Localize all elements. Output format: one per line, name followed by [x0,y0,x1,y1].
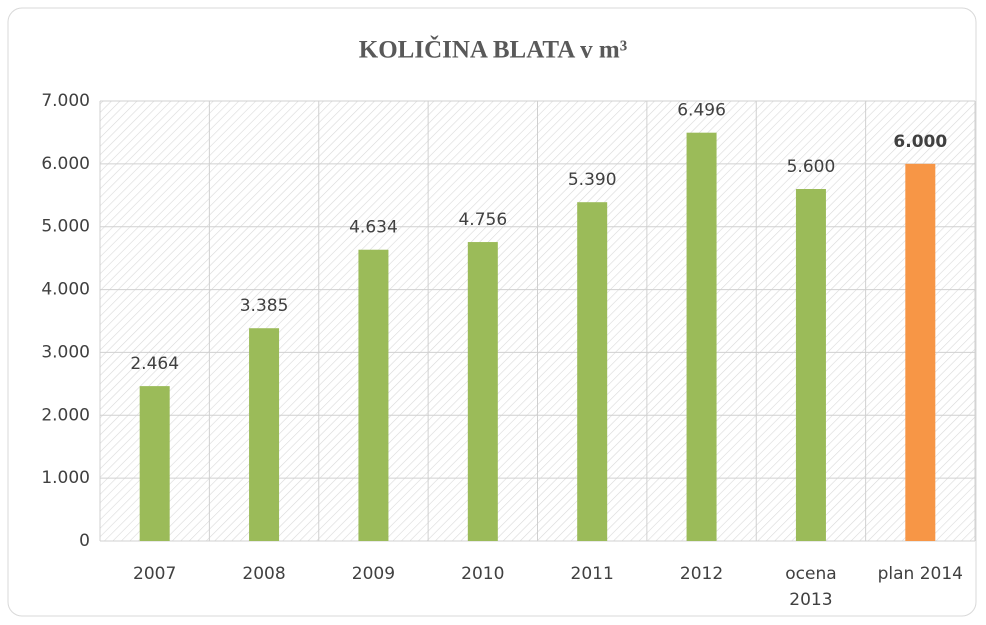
y-tick-label: 5.000 [41,217,90,237]
bar [686,132,717,541]
value-label: 3.385 [240,296,289,316]
x-tick-label: 2007 [133,564,177,584]
y-tick-label: 1.000 [41,468,90,488]
bar [139,386,170,541]
chart-title: KOLIČINA BLATA v m³ [359,35,627,64]
y-tick-label: 3.000 [41,342,90,362]
bar [358,249,389,541]
value-label: 5.390 [568,170,617,190]
y-tick-label: 2.000 [41,405,90,425]
bar [577,202,608,541]
value-label: 6.000 [893,132,947,152]
value-label: 4.756 [458,210,507,230]
x-tick-label: 2011 [570,564,614,584]
x-tick-label: 2008 [242,564,286,584]
bar [905,163,936,541]
bar [795,189,826,541]
y-tick-label: 0 [79,531,90,551]
x-tick-label: 2009 [351,564,396,584]
x-tick-label: 2012 [679,564,724,584]
value-label: 4.634 [349,218,398,238]
x-tick-label: 2010 [461,564,505,584]
y-tick-label: 7.000 [41,91,90,111]
bar [249,328,280,541]
value-label: 5.600 [787,157,836,177]
x-tick-label: ocena 2013 [785,564,837,610]
value-label: 2.464 [130,354,179,374]
y-tick-label: 4.000 [41,280,90,300]
y-tick-label: 6.000 [41,154,90,174]
x-tick-label: plan 2014 [877,564,963,584]
bar [467,242,498,541]
value-label: 6.496 [677,101,726,121]
